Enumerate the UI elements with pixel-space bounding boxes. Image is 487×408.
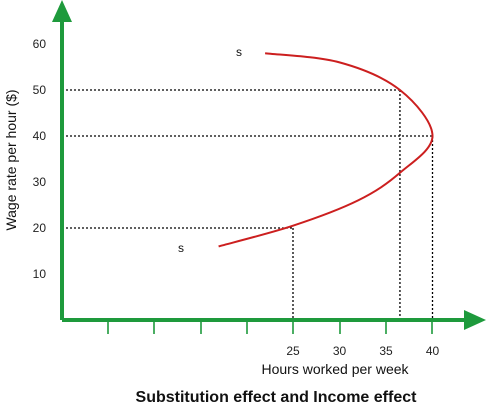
y-tick-labels: 10 20 30 40 50 60 [33,37,47,281]
chart-title: Substitution effect and Income effect [136,389,418,406]
y-axis-title: Wage rate per hour ($) [3,89,19,230]
x-axis-arrow-icon [464,310,486,330]
guide-lines [62,89,434,320]
y-axis [52,0,72,320]
y-tick-label: 60 [33,37,47,51]
x-tick-label: 40 [426,344,440,358]
series-label-top: s [236,45,242,59]
y-tick-label: 30 [33,175,47,189]
y-tick-label: 10 [33,267,47,281]
x-tick-label: 30 [333,344,347,358]
y-tick-label: 50 [33,83,47,97]
axis-ticks [107,320,433,334]
x-axis [62,310,486,330]
x-tick-label: 25 [286,344,300,358]
y-tick-label: 40 [33,129,47,143]
y-tick-label: 20 [33,221,47,235]
series-label-bottom: s [178,241,184,255]
y-axis-arrow-icon [52,0,72,22]
x-axis-title: Hours worked per week [261,361,409,377]
x-tick-labels: 25 30 35 40 [286,344,439,358]
supply-curve-s [218,52,434,248]
x-tick-label: 35 [379,344,393,358]
